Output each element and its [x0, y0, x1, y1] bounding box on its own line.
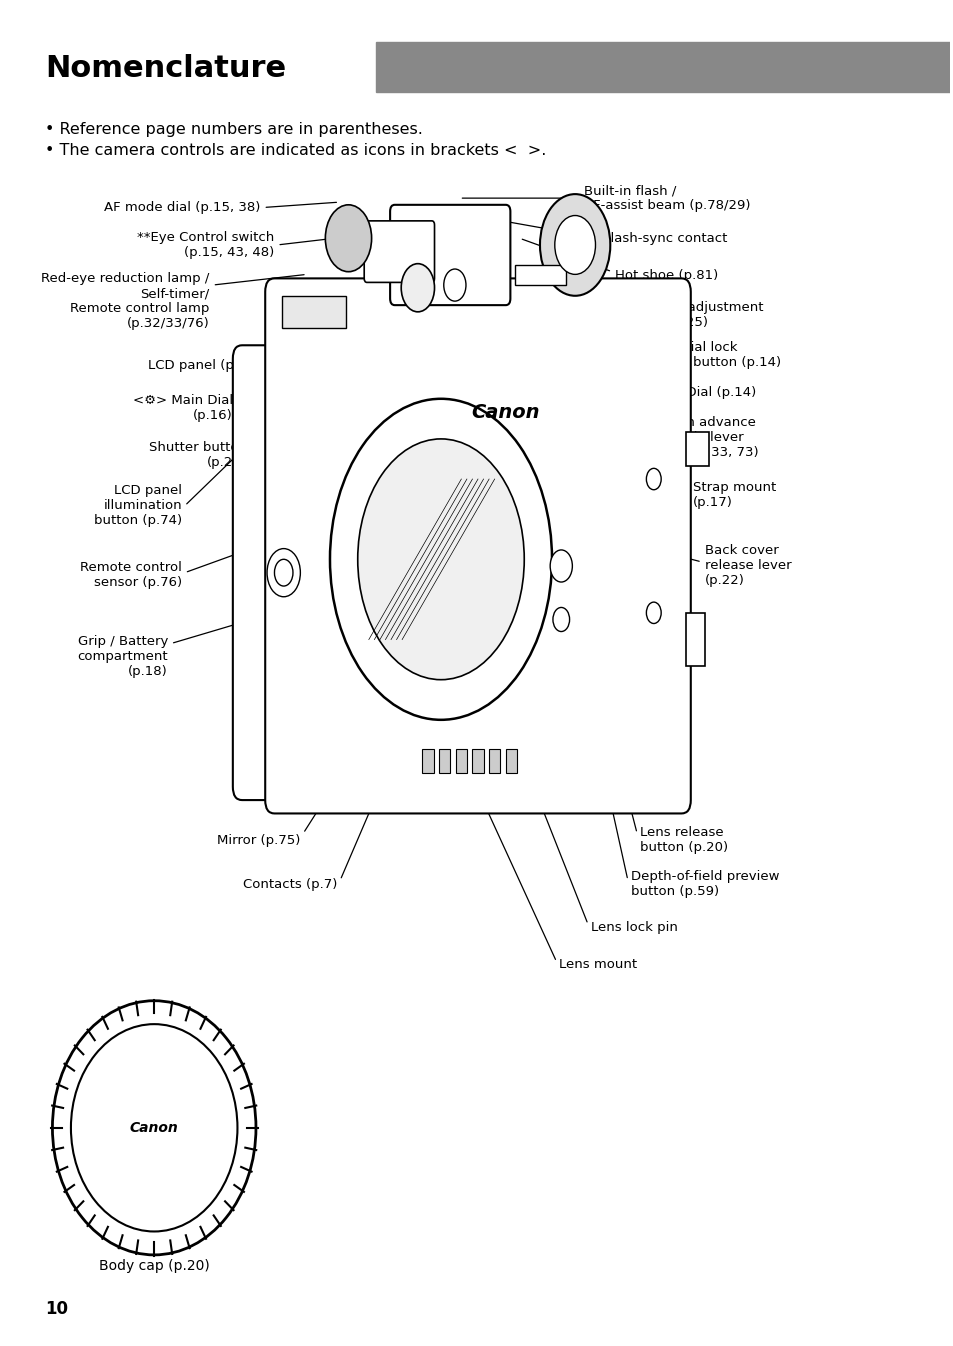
- Circle shape: [357, 439, 524, 680]
- Bar: [489, 750, 499, 774]
- Text: Mirror (p.75): Mirror (p.75): [216, 833, 300, 847]
- Text: Grip / Battery
compartment
(p.18): Grip / Battery compartment (p.18): [77, 635, 168, 678]
- Bar: [685, 432, 708, 466]
- Text: 10: 10: [45, 1300, 68, 1318]
- Text: Flash-sync contact: Flash-sync contact: [602, 232, 726, 245]
- Text: Canon: Canon: [130, 1121, 178, 1135]
- Text: • The camera controls are indicated as icons in brackets <  >.: • The camera controls are indicated as i…: [45, 143, 546, 159]
- Bar: [515, 265, 565, 285]
- Bar: [505, 750, 517, 774]
- Text: Lens release
button (p.20): Lens release button (p.20): [639, 826, 727, 855]
- FancyBboxPatch shape: [233, 346, 307, 800]
- Circle shape: [550, 551, 572, 581]
- Circle shape: [330, 398, 552, 720]
- Text: • Reference page numbers are in parentheses.: • Reference page numbers are in parenthe…: [45, 122, 422, 137]
- Text: Remote control
sensor (p.76): Remote control sensor (p.76): [80, 561, 182, 590]
- Text: Lens mount: Lens mount: [558, 958, 637, 970]
- Text: Canon: Canon: [471, 402, 539, 421]
- Text: Body cap (p.20): Body cap (p.20): [99, 1259, 210, 1273]
- Text: AF mode dial (p.15, 38): AF mode dial (p.15, 38): [104, 201, 260, 214]
- Circle shape: [555, 215, 595, 275]
- Ellipse shape: [71, 1024, 237, 1232]
- Text: Nomenclature: Nomenclature: [45, 54, 286, 83]
- Text: LCD panel
illumination
button (p.74): LCD panel illumination button (p.74): [93, 485, 182, 528]
- Text: **Eye Control switch
(p.15, 43, 48): **Eye Control switch (p.15, 43, 48): [137, 232, 274, 258]
- Circle shape: [443, 269, 465, 302]
- Circle shape: [646, 468, 660, 490]
- FancyBboxPatch shape: [281, 296, 345, 328]
- Bar: [456, 750, 466, 774]
- Circle shape: [325, 205, 372, 272]
- Text: Shutter button
(p.21): Shutter button (p.21): [149, 441, 247, 468]
- Ellipse shape: [52, 1000, 255, 1254]
- Bar: [422, 750, 434, 774]
- FancyBboxPatch shape: [265, 279, 690, 813]
- FancyBboxPatch shape: [364, 221, 434, 283]
- Circle shape: [274, 560, 293, 586]
- Text: Back cover
release lever
(p.22): Back cover release lever (p.22): [704, 545, 790, 587]
- Text: <⚙> Main Dial
(p.16): <⚙> Main Dial (p.16): [132, 394, 233, 423]
- Text: Lens lock pin: Lens lock pin: [590, 921, 677, 934]
- Text: Contacts (p.7): Contacts (p.7): [243, 878, 337, 891]
- Text: Built-in flash /
AF-assist beam (p.78/29): Built-in flash / AF-assist beam (p.78/29…: [584, 184, 750, 213]
- Circle shape: [553, 607, 569, 631]
- Text: LCD panel (p.12): LCD panel (p.12): [149, 359, 260, 371]
- Text: Film advance
mode lever
(p.15, 33, 73): Film advance mode lever (p.15, 33, 73): [667, 416, 758, 459]
- Bar: [472, 750, 483, 774]
- Circle shape: [539, 194, 610, 296]
- Text: Depth-of-field preview
button (p.59): Depth-of-field preview button (p.59): [630, 871, 779, 898]
- FancyBboxPatch shape: [390, 205, 510, 306]
- Text: Hot shoe (p.81): Hot shoe (p.81): [615, 269, 718, 283]
- Text: Strap mount
(p.17): Strap mount (p.17): [692, 481, 775, 509]
- Text: Dioptric adjustment
knob (p.25): Dioptric adjustment knob (p.25): [630, 300, 762, 328]
- Text: Mode Dial (p.14): Mode Dial (p.14): [646, 385, 756, 398]
- Text: Red-eye reduction lamp /
Self-timer/
Remote control lamp
(p.32/33/76): Red-eye reduction lamp / Self-timer/ Rem…: [41, 272, 210, 330]
- Bar: [375, 42, 949, 93]
- Bar: [438, 750, 450, 774]
- Text: Mode Dial lock
release button (p.14): Mode Dial lock release button (p.14): [639, 341, 781, 369]
- Circle shape: [401, 264, 434, 312]
- Bar: [685, 612, 704, 666]
- Circle shape: [646, 602, 660, 623]
